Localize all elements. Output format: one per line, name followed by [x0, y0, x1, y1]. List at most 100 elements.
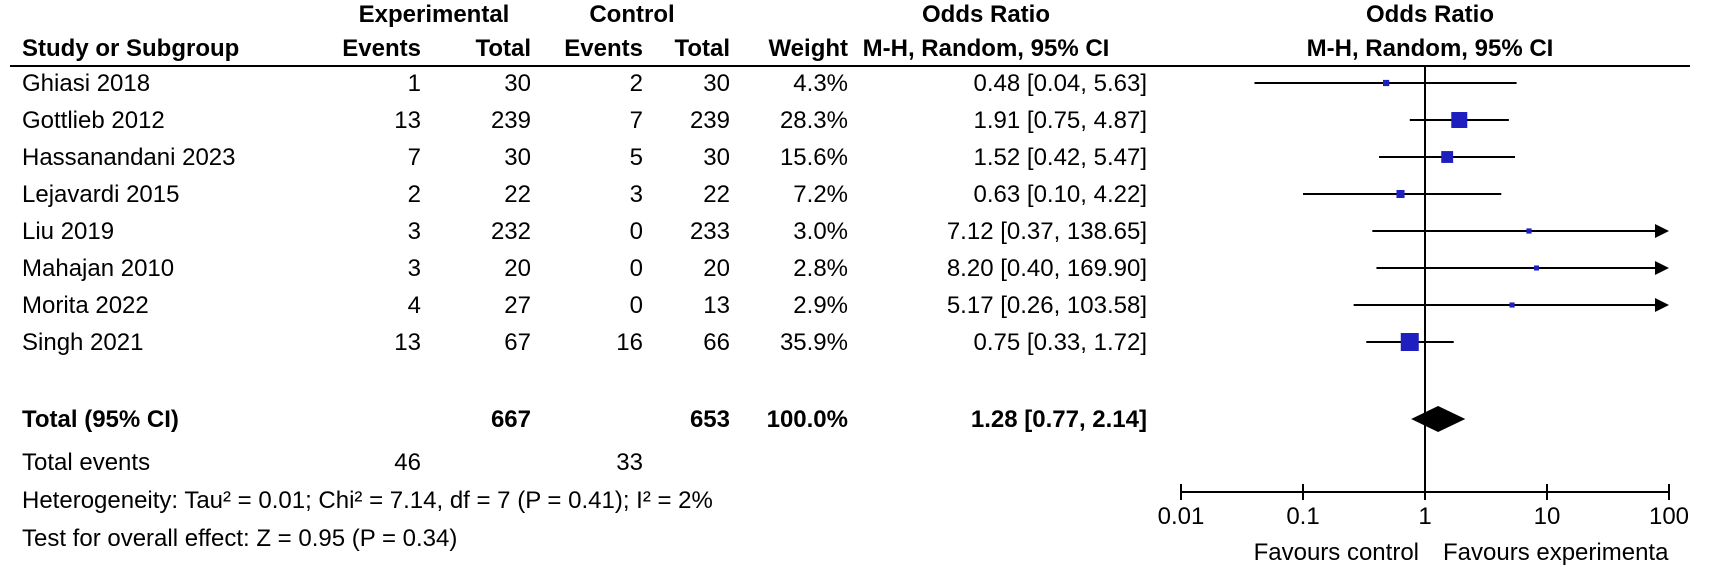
- or-point: [1533, 265, 1539, 271]
- total-ctl-events: 33: [616, 449, 643, 476]
- header-exp-total: Total: [475, 35, 531, 62]
- ctl-events-cell: 0: [630, 292, 643, 319]
- ci-text-cell: 0.63 [0.10, 4.22]: [974, 181, 1147, 208]
- weight-cell: 2.9%: [793, 292, 848, 319]
- ci-text-cell: 1.91 [0.75, 4.87]: [974, 107, 1147, 134]
- study-name: Hassanandani 2023: [22, 144, 236, 171]
- weight-cell: 2.8%: [793, 255, 848, 282]
- exp-total-cell: 239: [491, 107, 531, 134]
- weight-cell: 7.2%: [793, 181, 848, 208]
- exp-total-cell: 30: [504, 144, 531, 171]
- ctl-total-cell: 30: [703, 70, 730, 97]
- ci-text-cell: 0.48 [0.04, 5.63]: [974, 70, 1147, 97]
- ci-text-cell: 5.17 [0.26, 103.58]: [947, 292, 1147, 319]
- ctl-events-cell: 7: [630, 107, 643, 134]
- exp-events-cell: 7: [408, 144, 421, 171]
- total-weight: 100.0%: [767, 406, 848, 433]
- exp-events-cell: 2: [408, 181, 421, 208]
- ctl-total-cell: 233: [690, 218, 730, 245]
- header-odds-ratio-plot: Odds Ratio: [1366, 1, 1494, 28]
- or-point: [1396, 189, 1405, 199]
- ci-text-cell: 1.52 [0.42, 5.47]: [974, 144, 1147, 171]
- study-name: Gottlieb 2012: [22, 107, 165, 134]
- ctl-events-cell: 0: [630, 255, 643, 282]
- header-exp-events: Events: [342, 35, 421, 62]
- total-ci-text: 1.28 [0.77, 2.14]: [971, 406, 1147, 433]
- x-tick-label: 1: [1418, 503, 1431, 530]
- total-exp-events: 46: [394, 449, 421, 476]
- ctl-events-cell: 2: [630, 70, 643, 97]
- exp-events-cell: 3: [408, 218, 421, 245]
- weight-cell: 3.0%: [793, 218, 848, 245]
- weight-cell: 35.9%: [780, 329, 848, 356]
- exp-events-cell: 13: [394, 329, 421, 356]
- ctl-events-cell: 16: [616, 329, 643, 356]
- exp-total-cell: 67: [504, 329, 531, 356]
- or-point: [1526, 228, 1532, 234]
- favours-left-label: Favours control: [1254, 539, 1419, 566]
- header-study: Study or Subgroup: [22, 35, 239, 62]
- ctl-events-cell: 5: [630, 144, 643, 171]
- total-events-label: Total events: [22, 449, 150, 476]
- exp-total-cell: 20: [504, 255, 531, 282]
- ci-arrow: [1655, 224, 1669, 238]
- exp-total-cell: 30: [504, 70, 531, 97]
- study-name: Ghiasi 2018: [22, 70, 150, 97]
- plot-area: 0.01 0.1 1 10 100: [1158, 66, 1689, 530]
- exp-total-cell: 27: [504, 292, 531, 319]
- study-name: Morita 2022: [22, 292, 149, 319]
- header-ctl-events: Events: [564, 35, 643, 62]
- total-label: Total (95% CI): [22, 406, 179, 433]
- header-weight: Weight: [768, 35, 848, 62]
- weight-cell: 28.3%: [780, 107, 848, 134]
- exp-events-cell: 3: [408, 255, 421, 282]
- exp-events-cell: 4: [408, 292, 421, 319]
- x-tick-label: 0.1: [1286, 503, 1319, 530]
- study-name: Mahajan 2010: [22, 255, 174, 282]
- heterogeneity-text: Heterogeneity: Tau² = 0.01; Chi² = 7.14,…: [22, 487, 713, 514]
- header-experimental: Experimental: [359, 1, 510, 28]
- ctl-total-cell: 66: [703, 329, 730, 356]
- ctl-total-cell: 13: [703, 292, 730, 319]
- or-point: [1382, 79, 1390, 87]
- header-control: Control: [589, 1, 674, 28]
- ctl-events-cell: 3: [630, 181, 643, 208]
- header-method: M-H, Random, 95% CI: [863, 35, 1110, 62]
- study-name: Lejavardi 2015: [22, 181, 179, 208]
- ci-text-cell: 7.12 [0.37, 138.65]: [947, 218, 1147, 245]
- or-point: [1509, 302, 1515, 308]
- ci-arrow: [1655, 298, 1669, 312]
- study-name: Liu 2019: [22, 218, 114, 245]
- x-tick-label: 0.01: [1158, 503, 1205, 530]
- ctl-events-cell: 0: [630, 218, 643, 245]
- ctl-total-cell: 239: [690, 107, 730, 134]
- study-name: Singh 2021: [22, 329, 143, 356]
- exp-total-cell: 232: [491, 218, 531, 245]
- header-ctl-total: Total: [674, 35, 730, 62]
- x-tick-label: 10: [1534, 503, 1561, 530]
- exp-events-cell: 1: [408, 70, 421, 97]
- header-method-plot: M-H, Random, 95% CI: [1307, 35, 1554, 62]
- x-tick-label: 100: [1649, 503, 1689, 530]
- ctl-total-cell: 20: [703, 255, 730, 282]
- total-exp-total: 667: [491, 406, 531, 433]
- ctl-total-cell: 22: [703, 181, 730, 208]
- ci-arrow: [1655, 261, 1669, 275]
- weight-cell: 15.6%: [780, 144, 848, 171]
- ci-text-cell: 0.75 [0.33, 1.72]: [974, 329, 1147, 356]
- exp-total-cell: 22: [504, 181, 531, 208]
- ctl-total-cell: 30: [703, 144, 730, 171]
- or-point: [1400, 333, 1419, 351]
- ci-text-cell: 8.20 [0.40, 169.90]: [947, 255, 1147, 282]
- header-odds-ratio: Odds Ratio: [922, 1, 1050, 28]
- favours-right-label: Favours experimenta: [1443, 539, 1669, 566]
- or-point: [1451, 112, 1468, 128]
- pooled-diamond: [1411, 406, 1466, 432]
- total-ctl-total: 653: [690, 406, 730, 433]
- study-rows: Ghiasi 2018 1 30 2 30 4.3% 0.48 [0.04, 5.63]Go…: [22, 70, 1147, 356]
- exp-events-cell: 13: [394, 107, 421, 134]
- or-point: [1441, 151, 1454, 163]
- overall-effect-text: Test for overall effect: Z = 0.95 (P = 0…: [22, 525, 457, 552]
- weight-cell: 4.3%: [793, 70, 848, 97]
